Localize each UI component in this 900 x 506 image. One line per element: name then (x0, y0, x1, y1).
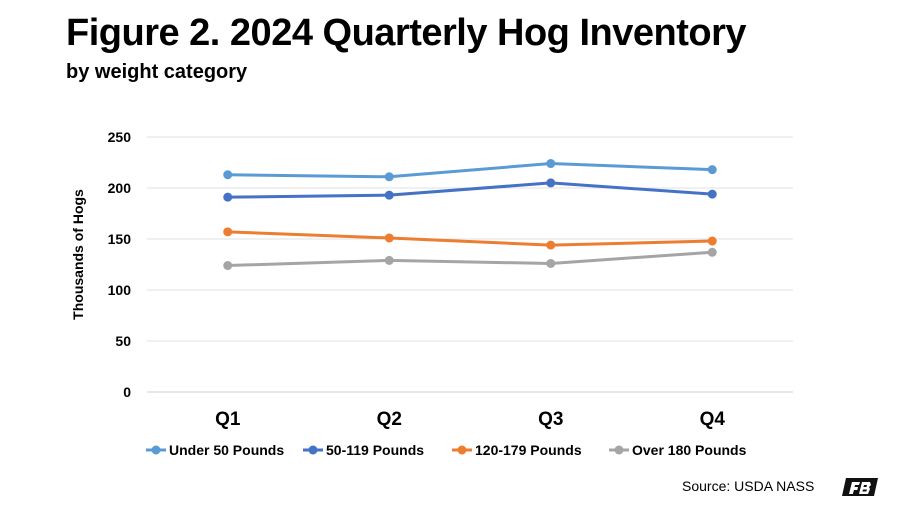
y-axis-label: Thousands of Hogs (70, 189, 86, 320)
data-point (707, 247, 717, 257)
legend-item: 50-119 Pounds (303, 442, 424, 458)
legend-item: Over 180 Pounds (609, 442, 747, 458)
series-group (223, 227, 717, 250)
data-point (546, 178, 556, 188)
y-tick-label: 200 (108, 180, 132, 196)
legend-swatch-marker (151, 445, 161, 455)
data-point (707, 189, 717, 199)
legend-item: 120-179 Pounds (452, 442, 582, 458)
legend-label: Under 50 Pounds (169, 442, 284, 458)
x-tick-label: Q2 (377, 409, 402, 430)
data-point (546, 258, 556, 268)
legend-label: Over 180 Pounds (632, 442, 747, 458)
series-group (223, 159, 717, 182)
data-point (546, 159, 556, 169)
legend-item: Under 50 Pounds (146, 442, 284, 458)
series-group (223, 247, 717, 271)
x-tick-label: Q1 (215, 409, 241, 430)
data-point (384, 172, 394, 182)
data-point (707, 236, 717, 246)
series-line (226, 181, 714, 199)
series-lines (223, 159, 717, 271)
series-line (226, 250, 714, 268)
data-point (223, 192, 233, 202)
data-point (223, 170, 233, 180)
chart-title: Figure 2. 2024 Quarterly Hog Inventory (66, 12, 747, 54)
data-point (707, 165, 717, 175)
data-point (223, 227, 233, 237)
legend-label: 50-119 Pounds (326, 442, 424, 458)
x-tick-label: Q3 (538, 409, 563, 430)
axes: 0 50 100 150 200 250 Q1 Q2 Q3 Q4 Thousands of Hogs (70, 129, 725, 430)
y-tick-label: 150 (108, 231, 132, 247)
chart-subtitle: by weight category (66, 61, 248, 83)
legend-label: 120-179 Pounds (475, 442, 582, 458)
y-tick-label: 250 (108, 129, 132, 145)
source-note: Source: USDA NASS (682, 478, 815, 494)
data-point (384, 233, 394, 243)
series-line (226, 162, 714, 179)
y-tick-label: 0 (123, 384, 131, 400)
y-tick-label: 100 (108, 282, 132, 298)
legend-swatch-marker (614, 445, 624, 455)
series-line (226, 230, 714, 247)
data-point (546, 240, 556, 250)
farm-bureau-logo (842, 478, 878, 496)
data-point (384, 190, 394, 200)
legend-swatch-marker (457, 445, 467, 455)
legend-swatch-marker (308, 445, 318, 455)
y-tick-label: 50 (115, 333, 131, 349)
series-group (223, 178, 717, 202)
x-tick-label: Q4 (700, 409, 726, 430)
data-point (384, 255, 394, 265)
legend: Under 50 Pounds 50-119 Pounds 120-179 Poun… (146, 442, 747, 458)
data-point (223, 261, 233, 271)
